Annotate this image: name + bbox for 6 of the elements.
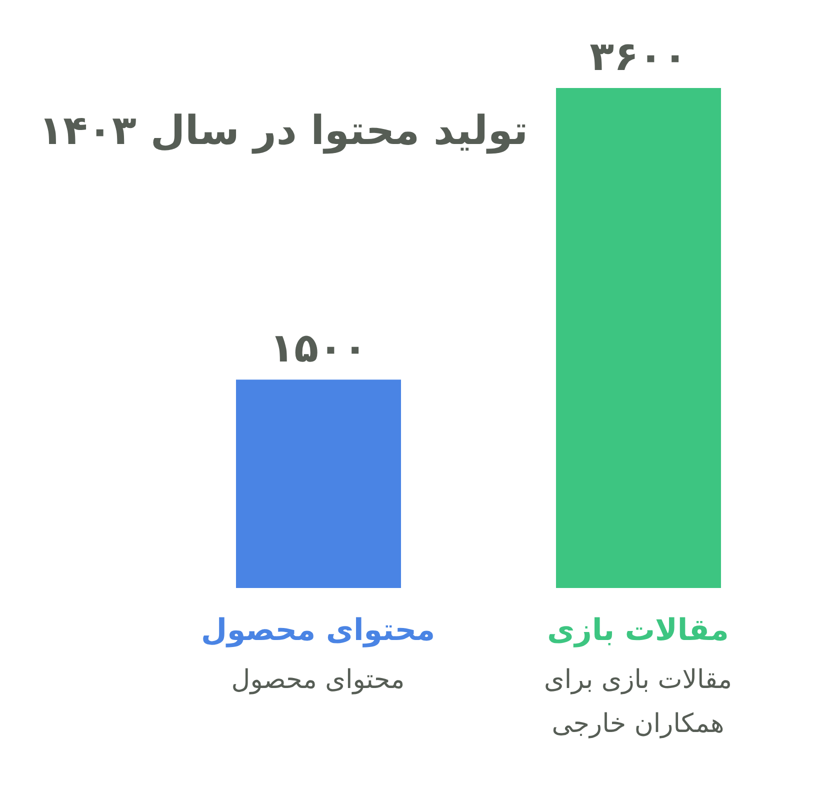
x-tick-label: مقالات بازی (547, 613, 729, 648)
text: مقالات بازی برای همکاران خارجی (544, 665, 732, 739)
text: محتوای محصول (231, 665, 405, 695)
text: تولید محتوا در سال ۱۴۰۳ (38, 108, 528, 154)
data-label: ۳۶۰۰ (590, 34, 688, 80)
data-label: ۱۵۰۰ (270, 326, 368, 372)
